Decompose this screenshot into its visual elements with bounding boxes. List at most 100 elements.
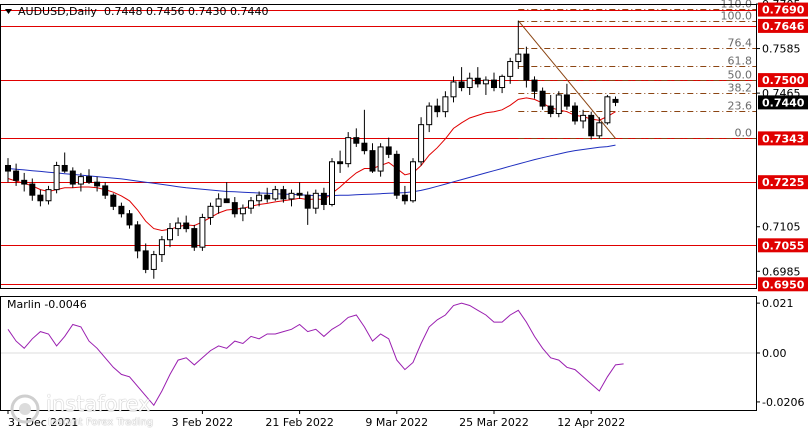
candle bbox=[612, 96, 619, 107]
candle bbox=[248, 197, 254, 214]
candle bbox=[150, 250, 157, 279]
candle bbox=[215, 193, 222, 214]
watermark-brand: instaforex bbox=[46, 392, 151, 416]
candle bbox=[312, 189, 319, 214]
price-tick-0.7585: 0.7585 bbox=[762, 43, 801, 56]
candle bbox=[491, 72, 497, 92]
candle-body bbox=[361, 142, 368, 152]
candle-body bbox=[304, 194, 311, 209]
candle bbox=[21, 172, 28, 192]
candle bbox=[563, 83, 570, 110]
collapse-arrow-icon[interactable] bbox=[5, 9, 12, 14]
candle bbox=[86, 169, 92, 185]
osc-tick-0.021: 0.021 bbox=[762, 297, 794, 310]
candle bbox=[126, 210, 133, 229]
candle bbox=[531, 76, 538, 99]
candle bbox=[53, 161, 60, 194]
level-tag-bg bbox=[758, 175, 808, 190]
candle-body bbox=[474, 77, 481, 85]
candle bbox=[207, 202, 214, 225]
candle bbox=[499, 74, 506, 94]
candle-body bbox=[215, 198, 222, 207]
candle bbox=[466, 72, 473, 95]
candle bbox=[426, 102, 433, 133]
candle-body bbox=[296, 192, 303, 196]
candle bbox=[102, 182, 109, 199]
candle-body bbox=[353, 137, 360, 144]
fib-label-0.0: 0.0 bbox=[735, 127, 753, 140]
candle-body bbox=[37, 194, 44, 202]
candle bbox=[596, 117, 603, 139]
candle bbox=[434, 98, 441, 118]
candle bbox=[515, 20, 522, 69]
candle-body bbox=[377, 146, 384, 172]
candle-body bbox=[231, 202, 238, 215]
candle bbox=[94, 176, 101, 192]
date-tick-label: 31 Dec 2021 bbox=[8, 416, 78, 429]
candle-body bbox=[207, 205, 214, 218]
price-tick-0.6985: 0.6985 bbox=[762, 265, 801, 278]
candle bbox=[183, 215, 190, 233]
candle bbox=[13, 163, 20, 186]
price-pane-frame bbox=[0, 4, 757, 289]
candle-body bbox=[523, 53, 530, 81]
candle-body bbox=[142, 250, 149, 270]
level-tag-bg bbox=[758, 131, 808, 146]
candle bbox=[507, 57, 514, 84]
candle bbox=[361, 109, 368, 155]
candle bbox=[418, 117, 425, 166]
candle bbox=[142, 243, 149, 274]
candle-body bbox=[320, 192, 327, 205]
candle-body bbox=[272, 189, 279, 200]
candle-body bbox=[134, 224, 141, 252]
candle bbox=[158, 236, 165, 263]
candle bbox=[458, 67, 465, 92]
candle-body bbox=[604, 96, 611, 124]
candle-body bbox=[199, 216, 206, 248]
candle-body bbox=[515, 53, 522, 63]
oscillator-line bbox=[7, 302, 624, 407]
candle bbox=[77, 172, 84, 192]
candle-body bbox=[434, 105, 441, 113]
candle-body bbox=[13, 170, 20, 181]
candle-body bbox=[288, 192, 295, 200]
candle-body bbox=[223, 198, 230, 204]
candle-body bbox=[239, 207, 246, 215]
level-tag-text: 0.7646 bbox=[762, 20, 805, 33]
candle-body bbox=[458, 81, 465, 89]
candle-body bbox=[482, 79, 489, 85]
watermark: instaforex Instant Forex Trading bbox=[8, 392, 208, 432]
date-tick-label: 9 Mar 2022 bbox=[365, 416, 428, 429]
candle-body bbox=[61, 164, 68, 172]
ohlc-header: 0.7448 0.7456 0.7430 0.7440 bbox=[104, 5, 268, 18]
candle-body bbox=[77, 176, 84, 185]
fib-label-110.0: 110.0 bbox=[721, 0, 753, 11]
candle-body bbox=[191, 228, 198, 248]
candle bbox=[580, 109, 587, 129]
candle-body bbox=[393, 153, 400, 196]
candle-body bbox=[126, 213, 133, 226]
candle bbox=[353, 128, 360, 147]
candle-body bbox=[588, 114, 595, 137]
candle bbox=[118, 202, 125, 218]
level-tag-text: 0.6950 bbox=[762, 278, 805, 291]
candle-body bbox=[531, 79, 538, 92]
candle-body bbox=[158, 239, 165, 256]
candle-body bbox=[150, 254, 157, 270]
current-price-bg bbox=[758, 95, 808, 110]
candle-body bbox=[596, 122, 603, 137]
candle-body bbox=[264, 194, 271, 200]
candle-body bbox=[580, 114, 587, 122]
fib-label-100.0: 100.0 bbox=[721, 10, 753, 23]
level-tag-text: 0.7500 bbox=[762, 74, 805, 87]
watermark-slogan: Instant Forex Trading bbox=[48, 417, 154, 428]
candle-body bbox=[29, 183, 36, 196]
candle-body bbox=[102, 185, 109, 196]
candle-body bbox=[337, 161, 344, 165]
candle bbox=[401, 185, 408, 205]
candle-body bbox=[183, 222, 190, 230]
candle bbox=[572, 102, 578, 125]
candle bbox=[280, 185, 287, 203]
level-tag-0.7343: 0.7343 bbox=[758, 131, 808, 146]
